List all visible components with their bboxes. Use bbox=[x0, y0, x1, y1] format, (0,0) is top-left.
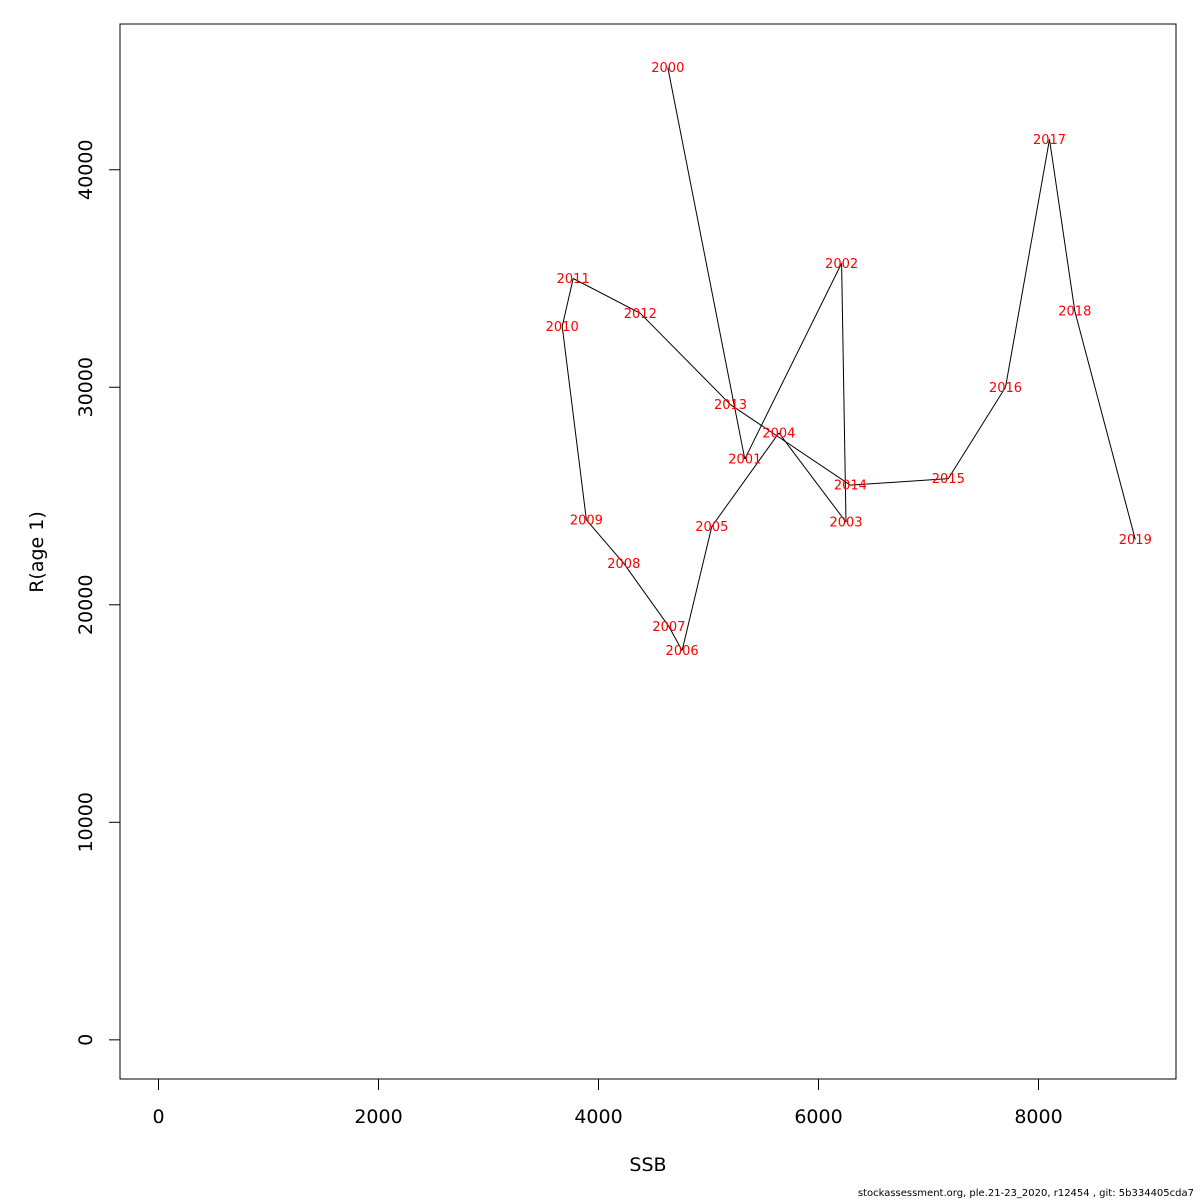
x-tick-label: 4000 bbox=[574, 1106, 622, 1128]
footer-credit: stockassessment.org, ple.21-23_2020, r12… bbox=[857, 1188, 1194, 1199]
series-segment bbox=[1049, 139, 1076, 312]
series-segment bbox=[668, 626, 683, 651]
point-label-2017: 2017 bbox=[1033, 133, 1066, 148]
point-label-2018: 2018 bbox=[1058, 305, 1091, 320]
series-segment bbox=[947, 387, 1006, 479]
y-axis-title: R(age 1) bbox=[26, 511, 48, 593]
series-segment bbox=[778, 432, 847, 523]
plot-frame bbox=[119, 23, 1177, 1080]
point-label-2000: 2000 bbox=[651, 61, 684, 76]
point-label-2019: 2019 bbox=[1119, 533, 1152, 548]
series-segment bbox=[1074, 311, 1136, 540]
series-segment bbox=[744, 263, 843, 460]
series-segment bbox=[561, 326, 587, 521]
x-axis: 0 2000 4000 6000 8000 bbox=[152, 1078, 1063, 1128]
point-label-2013: 2013 bbox=[714, 398, 747, 413]
series-segment bbox=[586, 519, 625, 564]
point-label-2004: 2004 bbox=[762, 426, 795, 441]
point-label-2001: 2001 bbox=[728, 453, 761, 468]
y-tick-label: 0 bbox=[75, 1034, 97, 1046]
x-tick-label: 6000 bbox=[794, 1106, 842, 1128]
series-segment bbox=[711, 432, 780, 527]
point-label-2002: 2002 bbox=[825, 257, 858, 272]
series-segment bbox=[850, 478, 949, 486]
x-tick-label: 8000 bbox=[1014, 1106, 1062, 1128]
point-label-2012: 2012 bbox=[624, 307, 657, 322]
x-tick-label: 0 bbox=[152, 1106, 164, 1128]
point-label-2005: 2005 bbox=[695, 520, 728, 535]
y-tick-label: 10000 bbox=[75, 792, 97, 852]
series-segment bbox=[730, 404, 851, 486]
series-segment bbox=[1005, 139, 1050, 388]
series-segment bbox=[561, 278, 574, 327]
point-label-2009: 2009 bbox=[570, 513, 603, 528]
point-label-2016: 2016 bbox=[989, 381, 1022, 396]
point-label-2007: 2007 bbox=[652, 620, 685, 635]
series-segment bbox=[667, 67, 746, 460]
point-label-2003: 2003 bbox=[829, 516, 862, 531]
y-tick-label: 20000 bbox=[75, 575, 97, 635]
series-segment bbox=[681, 526, 713, 651]
y-tick-label: 30000 bbox=[75, 357, 97, 417]
point-label-2006: 2006 bbox=[666, 644, 699, 659]
point-label-2014: 2014 bbox=[834, 479, 867, 494]
series-segment bbox=[572, 278, 641, 314]
point-label-2008: 2008 bbox=[607, 557, 640, 572]
series-segment bbox=[841, 263, 847, 523]
point-label-2011: 2011 bbox=[557, 272, 590, 287]
point-label-2015: 2015 bbox=[932, 472, 965, 487]
y-axis: 0 10000 20000 30000 40000 bbox=[75, 140, 121, 1046]
point-label-2010: 2010 bbox=[546, 320, 579, 335]
x-axis-title: SSB bbox=[629, 1154, 666, 1176]
series-path bbox=[561, 67, 1136, 651]
y-tick-label: 40000 bbox=[75, 140, 97, 200]
point-labels: 2000 2001 2002 2003 2004 2005 2006 2007 2008 2009… bbox=[546, 61, 1152, 659]
series-segment bbox=[623, 563, 670, 627]
x-tick-label: 2000 bbox=[354, 1106, 402, 1128]
series-segment bbox=[639, 312, 731, 406]
